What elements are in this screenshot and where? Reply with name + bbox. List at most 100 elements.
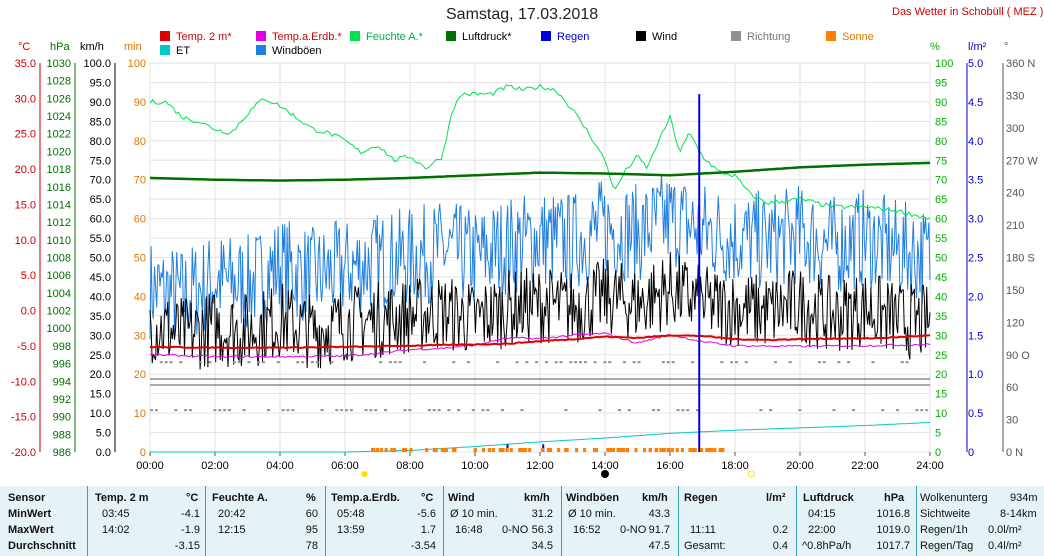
stats-table: Sensor Temp. 2 m °C Feuchte A. % Temp.a.…: [0, 486, 1044, 556]
legend-label: Windböen: [272, 45, 322, 57]
lm2-unit: l/m²: [968, 41, 987, 53]
sun-mark: [379, 448, 383, 452]
sun-mark: [583, 448, 587, 452]
row-max-feuchte-time: 12:15: [218, 524, 246, 536]
row-avg-luft-time: ^0.8hPa/h: [802, 540, 852, 552]
legend-swatch: [160, 31, 170, 41]
kmh-tick-label: 40.0: [90, 291, 111, 303]
hpa-tick-label: 1002: [47, 306, 71, 318]
sun-mark: [501, 448, 505, 452]
hpa-tick-label: 1028: [47, 76, 71, 88]
x-tick-label: 00:00: [136, 460, 164, 472]
kmh-tick-label: 70.0: [90, 175, 111, 187]
lm2-tick-label: 1.5: [968, 330, 983, 342]
legend-item: Regen: [541, 31, 589, 43]
sun-mark: [675, 448, 679, 452]
row-min-luft-time: 04:15: [808, 508, 836, 520]
row-min-temp2-time: 03:45: [102, 508, 130, 520]
legend-item: Wind: [636, 31, 677, 43]
kmh-tick-label: 50.0: [90, 253, 111, 265]
pct-tick-label: 50: [935, 253, 947, 265]
series-temp-erdb: [149, 332, 931, 359]
hpa-tick-label: 1010: [47, 235, 71, 247]
row-min-wind-time: Ø 10 min.: [450, 508, 498, 520]
row-max-wind-dir: 0-NO: [502, 524, 529, 536]
deg-tick-label: 0 N: [1006, 447, 1023, 459]
kmh-tick-label: 5.0: [96, 428, 111, 440]
series-windboeen: [149, 175, 931, 340]
row-min-boeen-time: Ø 10 min.: [568, 508, 616, 520]
pct-tick-label: 35: [935, 311, 947, 323]
deg-tick-label: 60: [1006, 382, 1018, 394]
sun-mark: [606, 448, 610, 452]
sun-mark: [376, 448, 380, 452]
sun-mark: [425, 448, 429, 452]
x-tick-label: 12:00: [526, 460, 554, 472]
pct-tick-label: 100: [935, 58, 953, 70]
pct-tick-label: 55: [935, 233, 947, 245]
row-max-boeen-val: 91.7: [648, 524, 670, 536]
extra-avg-val: 0.4l/m²: [988, 540, 1022, 552]
hpa-tick-label: 1008: [47, 253, 71, 265]
sun-mark: [618, 448, 622, 452]
extra-avg-label: Regen/Tag: [920, 540, 974, 552]
kmh-tick-label: 0.0: [96, 447, 111, 459]
pct-tick-label: 15: [935, 389, 947, 401]
deg-tick-label: 240: [1006, 188, 1024, 200]
weather-chart: 00:00 02:00 04:00 06:00 08:00 10:00 12:00 14:00…: [11, 58, 1038, 478]
pct-tick-label: 5: [935, 428, 941, 440]
row-max-feuchte-val: 95: [305, 524, 318, 536]
sun-mark: [612, 448, 616, 452]
row-min-temp2-val: -4.1: [181, 508, 200, 520]
sun-mark: [592, 448, 596, 452]
extra-mid-val: 0.0l/m²: [988, 524, 1022, 536]
kmh-tick-label: 90.0: [90, 97, 111, 109]
row-max-temp2-time: 14:02: [102, 524, 130, 536]
temp-tick-label: -20.0: [11, 447, 36, 459]
x-tick-label: 08:00: [396, 460, 424, 472]
sun-mark: [524, 448, 528, 452]
sun-mark: [390, 448, 394, 452]
row-min-feuchte-time: 20:42: [218, 508, 246, 520]
lm2-tick-label: 5.0: [968, 58, 983, 70]
temp-tick-label: 0.0: [21, 306, 36, 318]
legend-swatch: [446, 31, 456, 41]
deg-tick-label: 180 S: [1006, 253, 1035, 265]
sun-mark: [440, 448, 444, 452]
kmh-tick-label: 100.0: [83, 58, 111, 70]
hdr-boeen: Windböen: [566, 492, 620, 504]
sun-mark: [713, 448, 717, 452]
kmh-tick-label: 80.0: [90, 136, 111, 148]
sun-mark: [575, 448, 579, 452]
temp-tick-label: 30.0: [15, 93, 36, 105]
min-tick-label: 40: [134, 291, 146, 303]
sun-mark: [372, 448, 376, 452]
legend-swatch: [350, 31, 360, 41]
hpa-tick-label: 990: [53, 412, 71, 424]
min-tick-label: 10: [134, 408, 146, 420]
legend-swatch: [160, 45, 170, 55]
hdr-temp2-unit: °C: [186, 492, 199, 504]
hdr-regen: Regen: [684, 492, 718, 504]
min-tick-label: 30: [134, 330, 146, 342]
temp-tick-label: -10.0: [11, 376, 36, 388]
legend-item: Temp. 2 m*: [160, 31, 232, 43]
row-avg-regen-time: Gesamt:: [684, 540, 726, 552]
deg-tick-label: 210: [1006, 220, 1024, 232]
min-tick-label: 70: [134, 175, 146, 187]
sun-mark: [546, 448, 550, 452]
row-avg-boeen-val: 47.5: [648, 540, 670, 552]
row-max-luft-time: 22:00: [808, 524, 836, 536]
row-max-luft-val: 1019.0: [876, 524, 910, 536]
temp-tick-label: 20.0: [15, 164, 36, 176]
sun-mark: [505, 448, 509, 452]
row-min-wind-val: 31.2: [531, 508, 553, 520]
pct-tick-label: 65: [935, 194, 947, 206]
lm2-tick-label: 2.5: [968, 253, 983, 265]
row-avg-label: Durchschnitt: [8, 540, 76, 552]
legend-swatch: [541, 31, 551, 41]
row-min-luft-val: 1016.8: [876, 508, 910, 520]
legend-item: Temp.a.Erdb.*: [256, 31, 342, 43]
hdr-feuchte: Feuchte A.: [212, 492, 268, 504]
x-tick-label: 20:00: [786, 460, 814, 472]
